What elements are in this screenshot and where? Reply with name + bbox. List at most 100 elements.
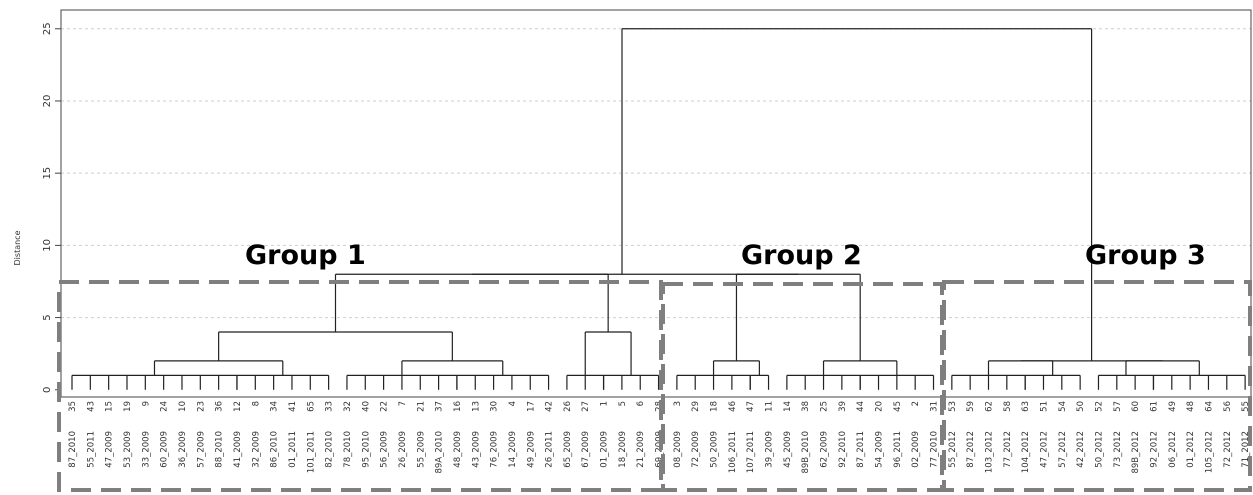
sample-label: 92_2012: [1149, 431, 1159, 468]
sample-label: 73_2012: [1113, 431, 1123, 468]
sample-label: 103_2012: [985, 431, 995, 473]
leaf-id: 61: [1149, 401, 1159, 412]
sample-label: 55_2009: [416, 431, 426, 468]
leaf-id: 6: [636, 401, 646, 406]
leaf-id: 64: [1204, 401, 1214, 412]
sample-label: 33_2009: [141, 431, 151, 468]
sample-label: 06_2012: [1168, 431, 1178, 468]
sample-label: 105_2012: [1204, 431, 1214, 473]
group-label: Group 3: [1085, 240, 1206, 271]
leaf-id: 22: [380, 401, 390, 412]
sample-label: 86_2010: [270, 431, 280, 468]
plot-frame: [60, 9, 1252, 398]
leaf-id: 1: [600, 401, 610, 406]
sample-label: 47_2009: [105, 431, 115, 468]
leaf-id: 29: [691, 401, 701, 412]
leaf-id: 10: [178, 401, 188, 412]
leaf-id: 3: [673, 401, 683, 406]
leaf-id: 27: [581, 401, 591, 412]
leaf-id: 33: [325, 401, 335, 412]
sample-label: 72_2012: [1223, 431, 1233, 468]
sample-label: 45_2009: [783, 431, 793, 468]
sample-label: 56_2009: [380, 431, 390, 468]
leaf-id: 56: [1223, 401, 1233, 412]
sample-label: 47_2012: [1039, 431, 1049, 468]
leaf-id: 20: [875, 401, 885, 412]
group-label: Group 2: [741, 240, 862, 271]
leaf-id: 5: [618, 401, 628, 406]
sample-label: 43_2009: [471, 431, 481, 468]
leaf-id: 44: [856, 401, 866, 412]
sample-label: 01_2009: [600, 431, 610, 468]
leaf-id: 60: [1131, 401, 1141, 412]
leaf-id: 53: [948, 401, 958, 412]
sample-label: 57_2009: [196, 431, 206, 468]
sample-label: 48_2009: [453, 431, 463, 468]
leaf-id: 39: [838, 401, 848, 412]
leaf-id: 58: [1003, 401, 1013, 412]
sample-label: 53_2009: [123, 431, 133, 468]
sample-label: 89A_2010: [435, 431, 445, 474]
leaf-id: 32: [343, 401, 353, 412]
sample-label: 50_2012: [1094, 431, 1104, 468]
leaf-id: 45: [893, 401, 903, 412]
leaf-id: 63: [1021, 401, 1031, 412]
leaf-id: 49: [1168, 401, 1178, 412]
leaf-id: 42: [545, 401, 555, 412]
leaf-id: 13: [471, 401, 481, 412]
sample-label: 87_2012: [966, 431, 976, 468]
sample-label: 42_2012: [1076, 431, 1086, 468]
sample-label: 55_2012: [948, 431, 958, 468]
leaf-id: 12: [233, 401, 243, 412]
leaf-id: 18: [710, 401, 720, 412]
sample-label: 36_2009: [178, 431, 188, 468]
y-tick-label: 20: [42, 95, 53, 108]
leaf-id: 24: [160, 401, 170, 412]
group-box: [942, 280, 1252, 492]
sample-label: 88_2010: [215, 431, 225, 468]
group-labels: Group 1 Group 2 Group 3: [245, 240, 1206, 271]
leaf-id: 11: [765, 401, 775, 412]
leaf-id: 30: [490, 401, 500, 412]
sample-label: 89B_2012: [1131, 431, 1141, 474]
y-tick-label: 25: [42, 22, 53, 35]
leaf-id-labels: 35 43 15 19 9 24 10 23 36 12 8 34 41 65 33 32 40 22 7 21 37 1…: [68, 401, 1251, 412]
leaf-id: 35: [68, 401, 78, 412]
sample-label: 77_2010: [930, 431, 940, 468]
y-tick-label: 10: [42, 239, 53, 252]
y-tick-label: 0: [42, 387, 53, 393]
leaf-id: 21: [416, 401, 426, 412]
sample-label: 72_2009: [691, 431, 701, 468]
leaf-id: 7: [398, 401, 408, 406]
sample-label: 92_2010: [838, 431, 848, 468]
leaf-id: 47: [746, 401, 756, 412]
leaf-id: 55: [1241, 401, 1251, 412]
sample-label: 101_2011: [306, 431, 316, 473]
sample-label: 50_2009: [710, 431, 720, 468]
y-axis-label: Distance: [13, 230, 22, 265]
sample-label: 82_2010: [325, 431, 335, 468]
sample-label: 87_2011: [856, 431, 866, 468]
sample-label: 01_2011: [288, 431, 298, 468]
sample-name-labels: 87_2010 55_2011 47_2009 53_2009 33_2009 60_20…: [68, 431, 1251, 474]
leaf-id: 41: [288, 401, 298, 412]
leaf-id: 59: [966, 401, 976, 412]
leaf-id: 43: [86, 401, 96, 412]
leaf-id: 62: [985, 401, 995, 412]
sample-label: 49_2009: [526, 431, 536, 468]
sample-label: 95_2010: [361, 431, 371, 468]
leaf-id: 65: [306, 401, 316, 412]
sample-label: 18_2009: [618, 431, 628, 468]
leaf-id: 16: [453, 401, 463, 412]
sample-label: 78_2010: [343, 431, 353, 468]
sample-label: 62_2009: [820, 431, 830, 468]
sample-label: 39_2009: [765, 431, 775, 468]
group-boxes: [57, 280, 1252, 492]
sample-label: 65_2009: [563, 431, 573, 468]
sample-label: 01_2012: [1186, 431, 1196, 468]
sample-label: 77_2012: [1003, 431, 1013, 468]
sample-label: 41_2009: [233, 431, 243, 468]
sample-label: 26_2009: [398, 431, 408, 468]
dendrogram-links: [71, 28, 1246, 390]
